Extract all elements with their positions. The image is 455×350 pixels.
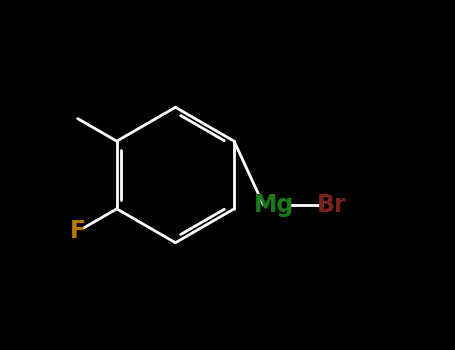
Text: F: F	[70, 219, 86, 243]
Text: Mg: Mg	[254, 193, 294, 217]
Text: Br: Br	[317, 193, 346, 217]
